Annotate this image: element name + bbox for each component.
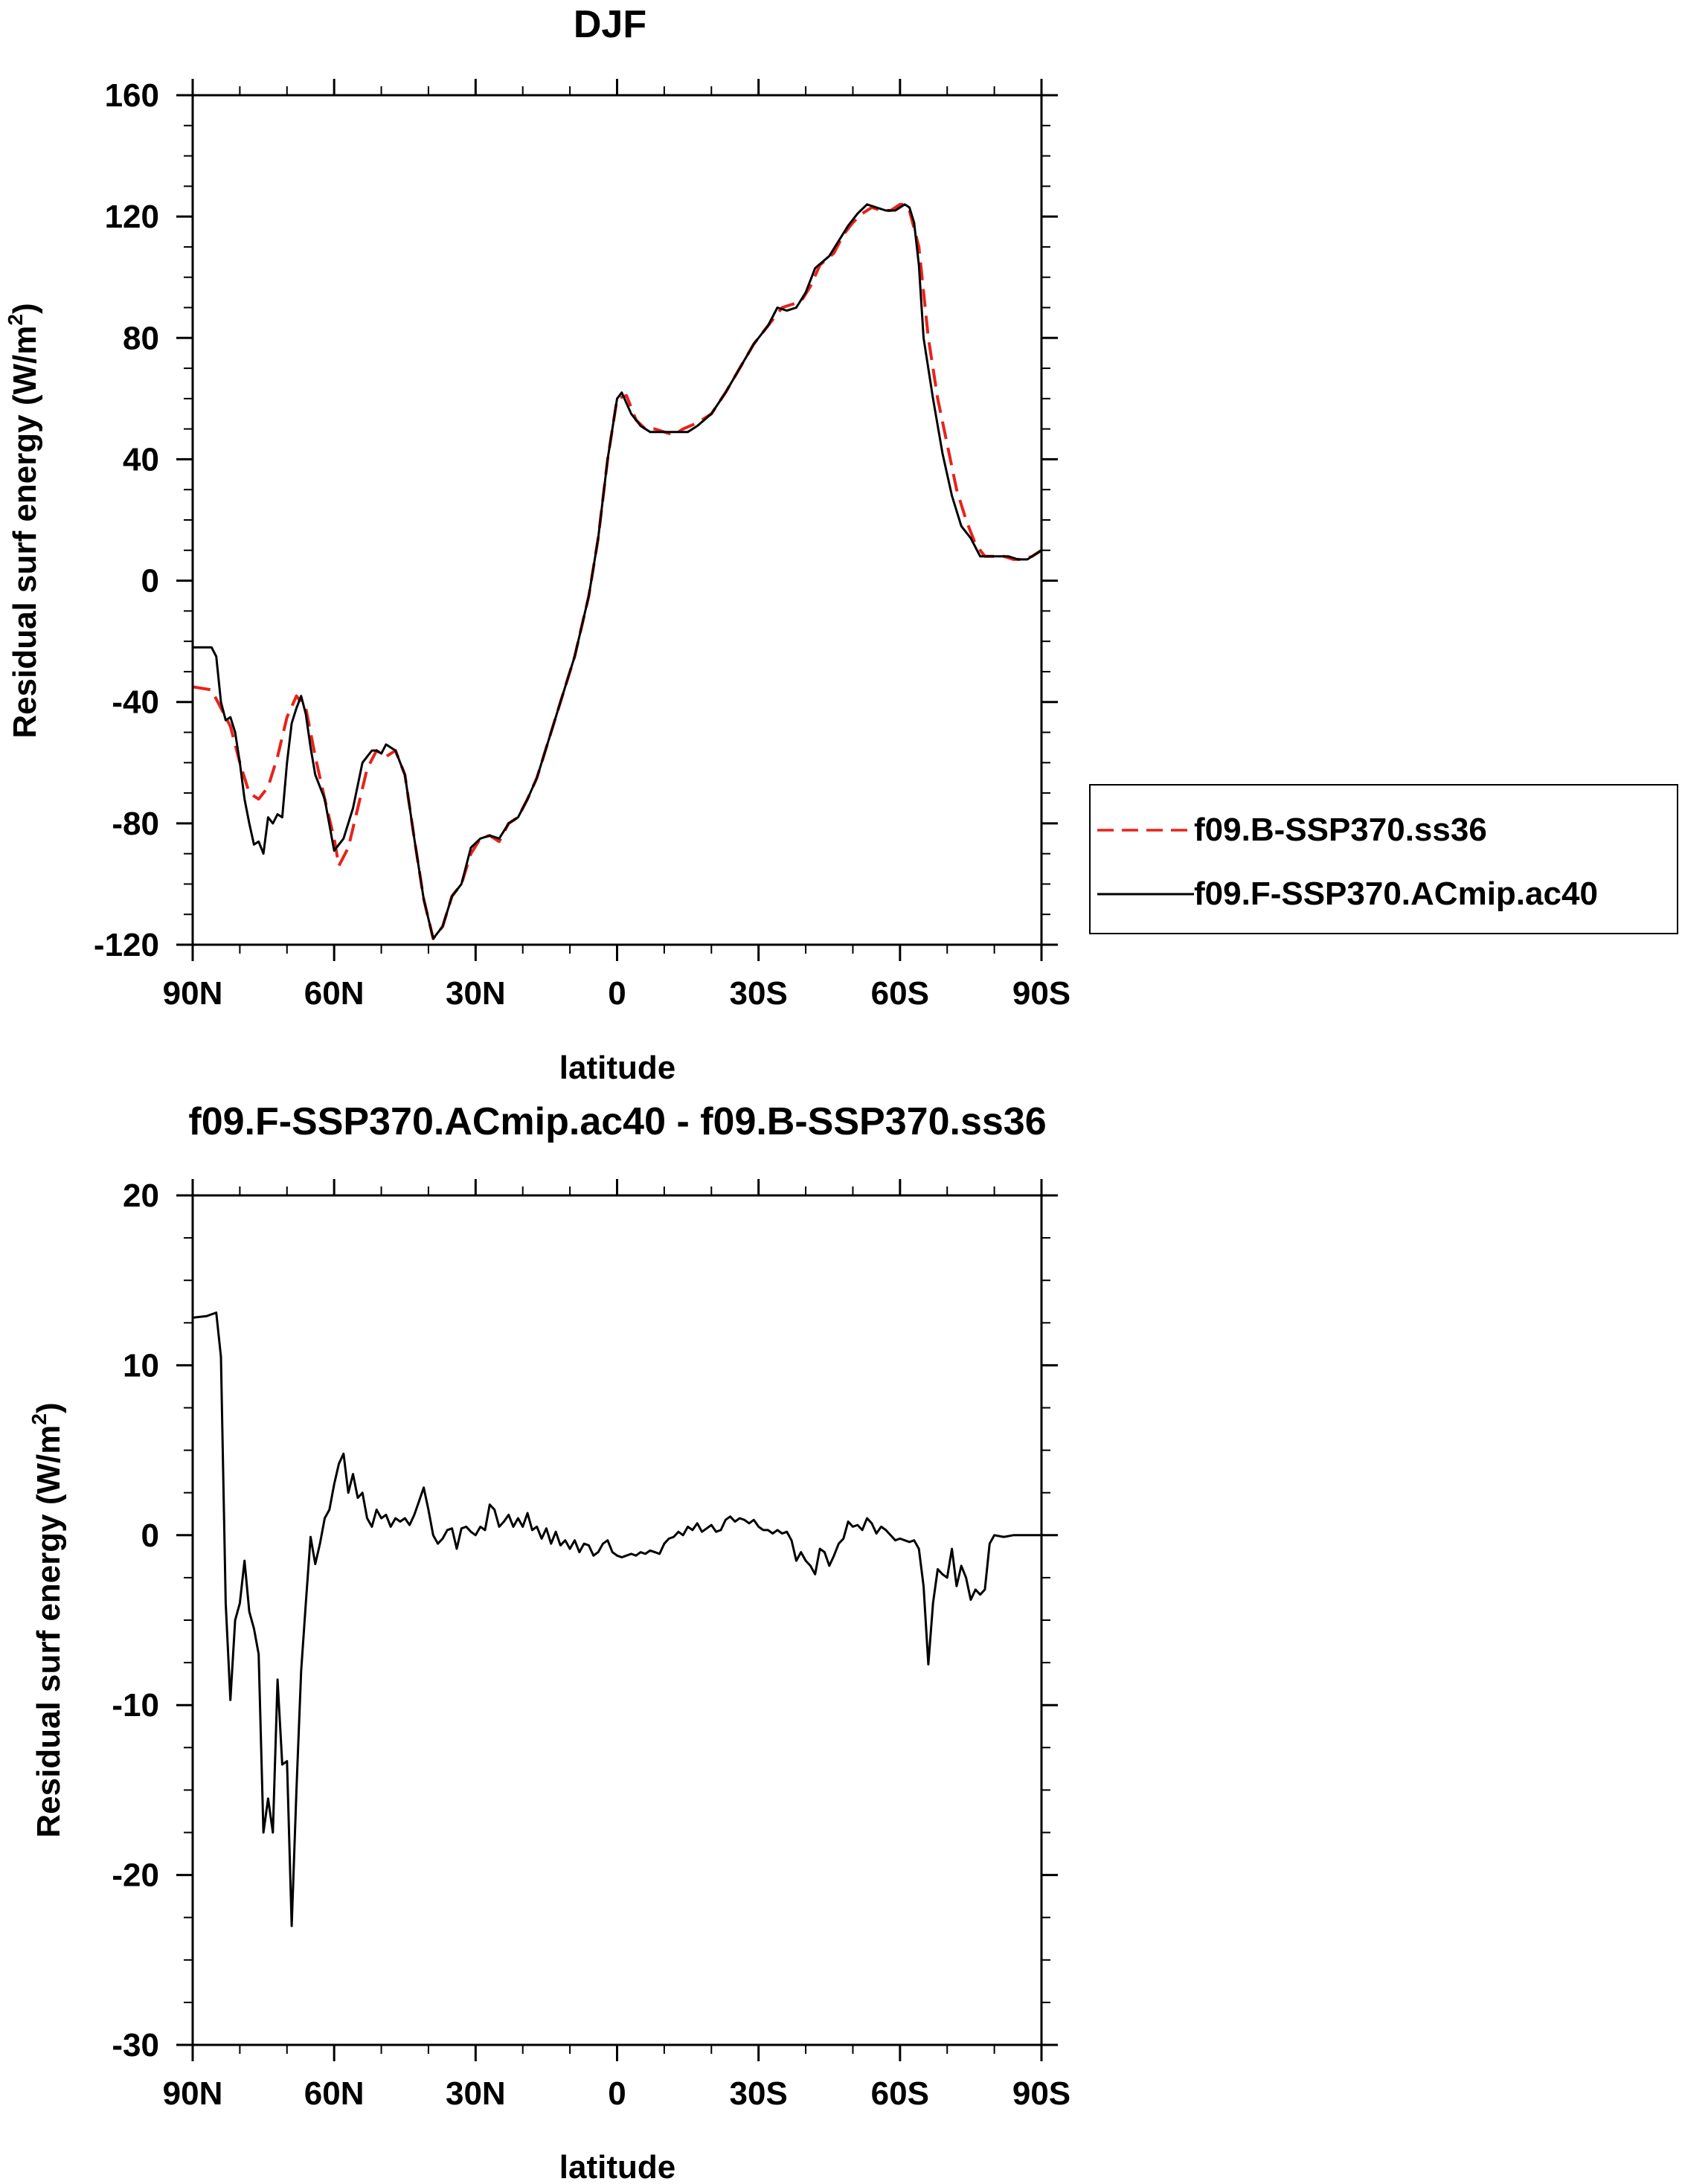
bottom-y-axis-label: Residual surf energy (W/m2) xyxy=(28,1402,67,1837)
top-y-axis-label: Residual surf energy (W/m2) xyxy=(4,303,43,738)
top-y-axis-label-main: Residual surf energy (W/m xyxy=(7,326,43,739)
y-tick-label: 10 xyxy=(123,1347,159,1384)
top-y-axis-label-sup: 2 xyxy=(4,314,27,326)
legend: f09.B-SSP370.ss36 f09.F-SSP370.ACmip.ac4… xyxy=(1089,784,1678,934)
y-tick-label: -120 xyxy=(94,927,159,963)
bottom-y-axis-label-main: Residual surf energy (W/m xyxy=(31,1425,67,1838)
y-tick-label: -30 xyxy=(112,2027,159,2063)
bottom-plot-frame xyxy=(191,1194,1043,2046)
x-tick-label: 30S xyxy=(730,2075,788,2112)
y-tick-label: -10 xyxy=(112,1687,159,1724)
x-tick-label: 90S xyxy=(1012,2075,1070,2112)
bottom-panel: f09.F-SSP370.ACmip.ac40 - f09.B-SSP370.s… xyxy=(28,1100,1070,2184)
y-tick-label: -40 xyxy=(112,684,159,721)
x-tick-label: 30S xyxy=(730,975,788,1012)
bottom-chart-title: f09.F-SSP370.ACmip.ac40 - f09.B-SSP370.s… xyxy=(188,1100,1046,1143)
bottom-y-axis-label-sup: 2 xyxy=(28,1413,51,1425)
y-tick-label: 120 xyxy=(105,199,159,235)
x-tick-label: 60N xyxy=(304,975,365,1012)
x-tick-label: 30N xyxy=(446,975,506,1012)
x-tick-label: 60S xyxy=(871,975,929,1012)
x-tick-label: 30N xyxy=(446,2075,506,2112)
y-tick-label: -80 xyxy=(112,806,159,842)
bottom-y-axis-label-tail: ) xyxy=(31,1402,67,1413)
bottom-x-axis-label: latitude xyxy=(559,2149,675,2184)
top-y-axis-label-tail: ) xyxy=(7,303,43,314)
series-line-0 xyxy=(192,202,1043,940)
x-tick-label: 60S xyxy=(871,2075,929,2112)
y-tick-label: 0 xyxy=(141,563,159,600)
y-tick-label: 40 xyxy=(123,441,159,478)
x-tick-label: 0 xyxy=(608,975,626,1012)
y-tick-label: 0 xyxy=(141,1517,159,1554)
y-tick-label: 80 xyxy=(123,320,159,356)
x-tick-label: 60N xyxy=(304,2075,365,2112)
legend-label-ss36: f09.B-SSP370.ss36 xyxy=(1194,812,1487,848)
legend-box xyxy=(1089,784,1678,934)
x-tick-label: 90S xyxy=(1012,975,1070,1012)
y-tick-label: -20 xyxy=(112,1857,159,1894)
series-line-1 xyxy=(193,203,1042,940)
top-chart-title: DJF xyxy=(574,3,646,46)
y-tick-label: 160 xyxy=(105,77,159,114)
series-line-0 xyxy=(192,1311,1041,1927)
y-tick-label: 20 xyxy=(123,1178,159,1214)
x-tick-label: 90N xyxy=(163,975,223,1012)
x-tick-label: 0 xyxy=(608,2075,626,2112)
x-tick-label: 90N xyxy=(163,2075,223,2112)
legend-label-ac40: f09.F-SSP370.ACmip.ac40 xyxy=(1194,876,1598,912)
top-x-axis-label: latitude xyxy=(559,1050,675,1086)
top-panel: DJF -120 -80 -40 0 40 80 120 160 90N 60N 30N 0 30S 6… xyxy=(4,3,1678,1086)
